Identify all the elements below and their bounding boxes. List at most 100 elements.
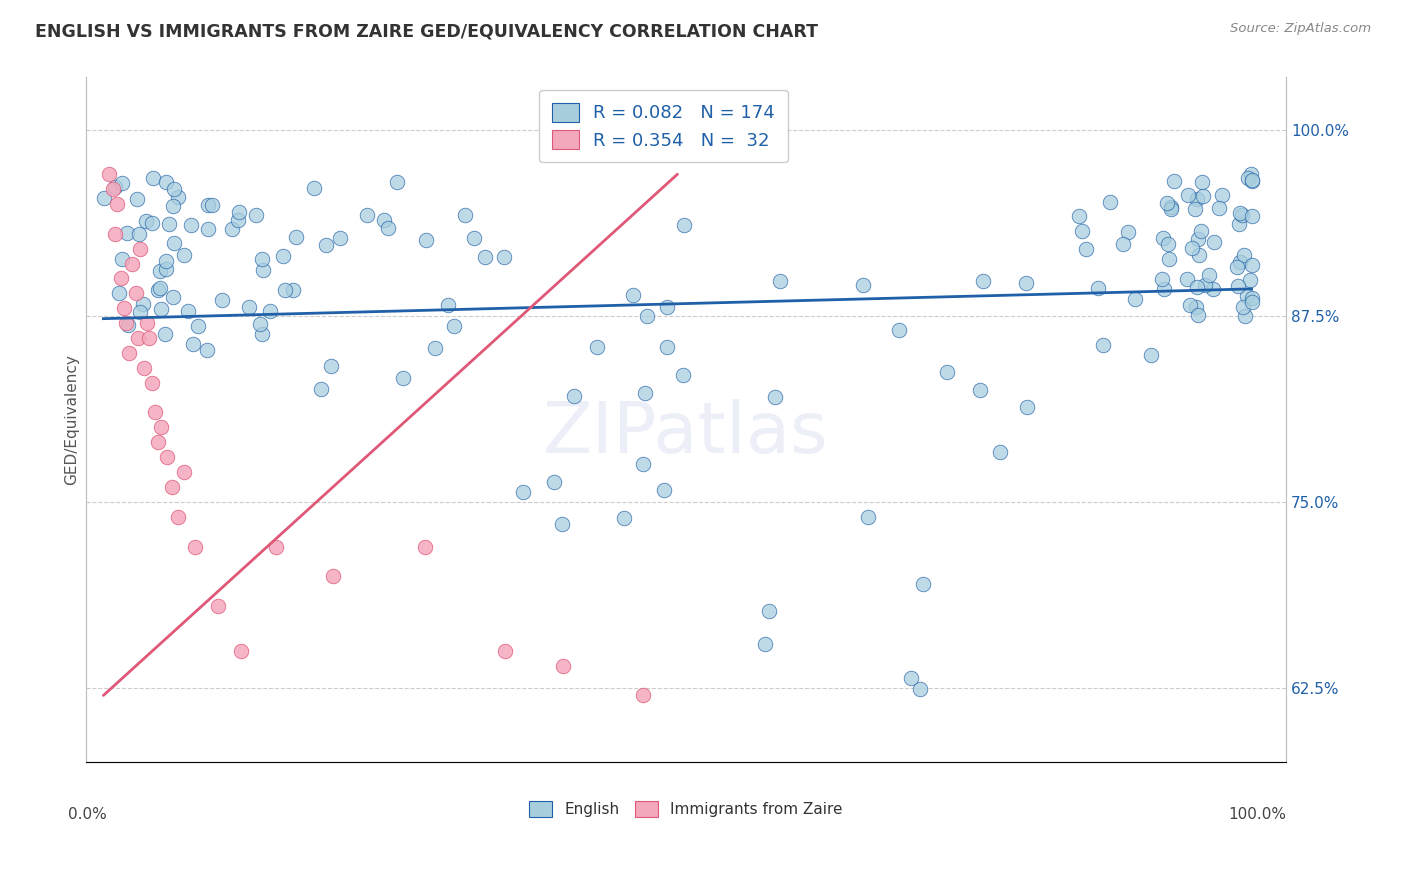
Point	[1076, 242, 1098, 256]
Point	[758, 604, 780, 618]
Point	[586, 340, 609, 354]
Point	[1123, 292, 1146, 306]
Point	[252, 252, 274, 266]
Point	[187, 318, 209, 333]
Point	[1185, 279, 1208, 293]
Point	[1112, 237, 1135, 252]
Point	[1226, 278, 1249, 293]
Point	[1160, 202, 1182, 217]
Point	[551, 658, 574, 673]
Point	[1163, 174, 1185, 188]
Point	[1185, 192, 1208, 206]
Point	[155, 261, 177, 276]
Point	[127, 331, 149, 345]
Point	[551, 516, 574, 531]
Point	[900, 671, 922, 685]
Point	[1233, 247, 1256, 261]
Point	[415, 233, 437, 247]
Point	[1239, 167, 1261, 181]
Point	[197, 343, 219, 357]
Text: Source: ZipAtlas.com: Source: ZipAtlas.com	[1230, 22, 1371, 36]
Point	[166, 189, 188, 203]
Point	[621, 288, 644, 302]
Point	[136, 316, 159, 330]
Point	[135, 213, 157, 227]
Point	[197, 222, 219, 236]
Point	[1198, 268, 1220, 283]
Point	[1187, 308, 1209, 322]
Point	[1157, 237, 1180, 252]
Point	[1187, 232, 1209, 246]
Point	[1229, 255, 1251, 269]
Point	[238, 300, 260, 314]
Point	[655, 300, 678, 314]
Point	[319, 359, 342, 373]
Point	[201, 198, 224, 212]
Point	[969, 384, 991, 398]
Point	[150, 302, 173, 317]
Point	[162, 182, 184, 196]
Point	[1232, 300, 1254, 314]
Point	[672, 368, 695, 383]
Point	[322, 569, 344, 583]
Point	[142, 171, 165, 186]
Point	[1240, 172, 1263, 186]
Point	[112, 301, 135, 316]
Point	[613, 511, 636, 525]
Point	[1185, 300, 1208, 314]
Point	[252, 262, 274, 277]
Point	[197, 198, 219, 212]
Legend: English, Immigrants from Zaire: English, Immigrants from Zaire	[523, 795, 849, 823]
Point	[1194, 277, 1216, 292]
Point	[373, 212, 395, 227]
Point	[1177, 187, 1199, 202]
Point	[392, 371, 415, 385]
Point	[1153, 282, 1175, 296]
Point	[101, 182, 124, 196]
Point	[162, 199, 184, 213]
Point	[315, 237, 337, 252]
Point	[1160, 200, 1182, 214]
Point	[1230, 209, 1253, 223]
Point	[413, 540, 436, 554]
Point	[211, 293, 233, 307]
Point	[425, 341, 447, 355]
Point	[636, 309, 658, 323]
Point	[173, 465, 195, 479]
Text: 0.0%: 0.0%	[67, 807, 107, 822]
Point	[1188, 248, 1211, 262]
Point	[443, 319, 465, 334]
Point	[157, 217, 180, 231]
Point	[852, 277, 875, 292]
Point	[1189, 224, 1212, 238]
Point	[184, 540, 207, 554]
Point	[1156, 195, 1178, 210]
Point	[115, 316, 138, 330]
Point	[972, 273, 994, 287]
Point	[108, 285, 131, 300]
Point	[177, 304, 200, 318]
Point	[274, 283, 297, 297]
Point	[1015, 276, 1038, 290]
Point	[1202, 282, 1225, 296]
Point	[1092, 338, 1115, 352]
Point	[1150, 272, 1173, 286]
Point	[129, 305, 152, 319]
Point	[1180, 298, 1202, 312]
Point	[149, 420, 172, 434]
Point	[128, 227, 150, 241]
Point	[634, 385, 657, 400]
Point	[494, 644, 516, 658]
Point	[329, 231, 352, 245]
Point	[167, 509, 190, 524]
Point	[250, 327, 273, 342]
Point	[385, 176, 408, 190]
Point	[562, 389, 585, 403]
Point	[856, 509, 879, 524]
Point	[377, 220, 399, 235]
Point	[141, 376, 163, 390]
Y-axis label: GED/Equivalency: GED/Equivalency	[65, 354, 79, 485]
Point	[163, 236, 186, 251]
Point	[988, 445, 1011, 459]
Point	[1181, 241, 1204, 255]
